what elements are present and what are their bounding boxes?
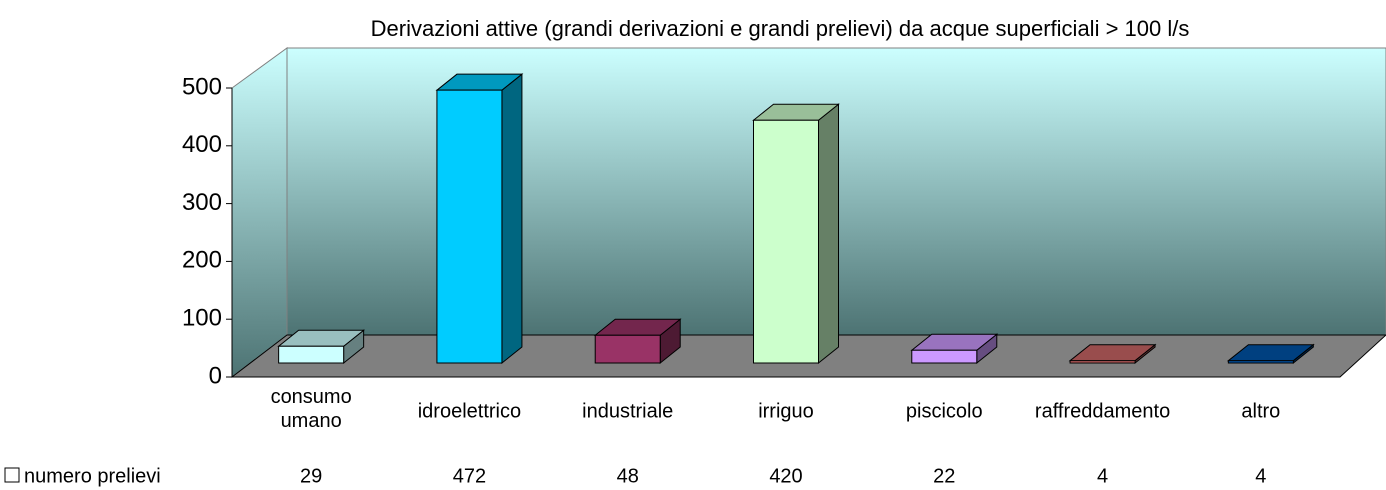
bar-front [753, 119, 819, 364]
bar-front [1227, 360, 1294, 364]
y-tick-label: 0 [209, 362, 222, 389]
bar [752, 103, 840, 365]
y-tick-label: 200 [182, 247, 222, 274]
bar [277, 329, 366, 365]
table-value: 472 [453, 465, 486, 487]
table-value: 22 [933, 465, 955, 487]
bar [910, 333, 999, 365]
chart-title: Derivazioni attive (grandi derivazioni e… [371, 16, 1190, 41]
x-tick-label: piscicolo [906, 400, 983, 422]
x-tick-label: idroelettrico [418, 400, 521, 422]
bar-front [278, 345, 345, 364]
x-tick-label: consumo umano [271, 386, 352, 432]
bar-front [436, 89, 503, 364]
y-tick-label: 400 [182, 131, 222, 158]
bar-side [501, 73, 523, 365]
bar [593, 318, 682, 365]
table-value: 420 [769, 465, 802, 487]
x-tick-label: irriguo [758, 400, 814, 422]
legend-swatch [4, 467, 20, 483]
table-value: 29 [300, 465, 322, 487]
x-tick-label: altro [1241, 400, 1280, 422]
bar [1226, 343, 1315, 365]
y-tick-label: 100 [182, 305, 222, 332]
bar-front [594, 334, 661, 364]
x-tick-label: raffreddamento [1035, 400, 1170, 422]
y-tick-label: 500 [182, 73, 222, 100]
bar [1068, 343, 1157, 365]
legend-label: numero prelievi [24, 465, 161, 487]
y-tick-label: 300 [182, 189, 222, 216]
table-value: 4 [1097, 465, 1108, 487]
bar [435, 73, 524, 365]
bar-front [911, 349, 978, 364]
x-tick-label: industriale [582, 400, 673, 422]
table-value: 4 [1255, 465, 1266, 487]
bar-side [818, 103, 839, 365]
side-wall [231, 47, 288, 379]
table-value: 48 [617, 465, 639, 487]
bar-front [1069, 360, 1136, 364]
